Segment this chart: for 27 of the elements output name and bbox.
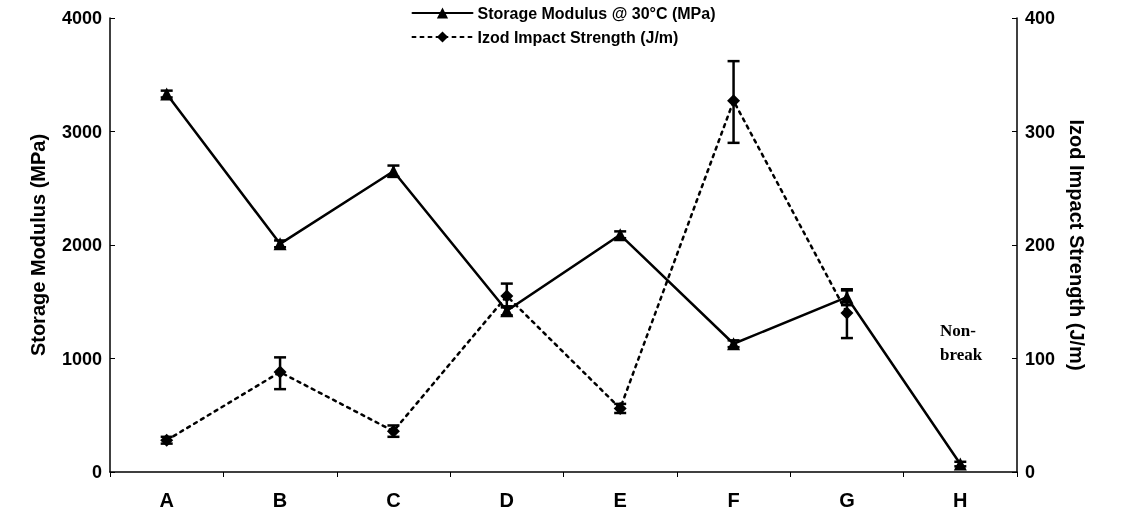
y2-tick-label: 400 — [1025, 8, 1056, 28]
y2-tick-label: 300 — [1025, 121, 1056, 142]
x-tick-label: A — [159, 489, 174, 511]
x-tick-label: E — [613, 489, 627, 511]
point — [500, 289, 514, 303]
y-tick-label: 2000 — [61, 235, 102, 255]
y2-tick-label: 0 — [1025, 462, 1036, 482]
x-tick-label: H — [953, 489, 968, 511]
point — [840, 306, 854, 320]
y-axis-title: Storage Modulus (MPa) — [27, 133, 49, 357]
y-tick-label: 0 — [91, 462, 102, 482]
y-tick-label: 1000 — [61, 348, 102, 369]
x-tick-label: C — [386, 489, 401, 511]
x-tick-label: G — [839, 489, 855, 511]
legend-label: Storage Modulus @ 30°C (MPa) — [477, 4, 716, 22]
point — [273, 365, 287, 379]
x-tick-label: B — [272, 489, 288, 511]
y-tick-label: 3000 — [61, 121, 102, 142]
annotation: Non-break — [940, 320, 983, 364]
y2-axis-title: Izod Impact Strength (J/m) — [1066, 119, 1088, 371]
x-tick-label: F — [727, 489, 740, 511]
y2-tick-label: 200 — [1025, 235, 1056, 255]
y2-tick-label: 100 — [1025, 348, 1056, 369]
x-tick-label: D — [499, 489, 515, 511]
legend-label: Izod Impact Strength (J/m) — [477, 28, 679, 46]
y-tick-label: 4000 — [61, 8, 102, 28]
point — [727, 94, 741, 108]
